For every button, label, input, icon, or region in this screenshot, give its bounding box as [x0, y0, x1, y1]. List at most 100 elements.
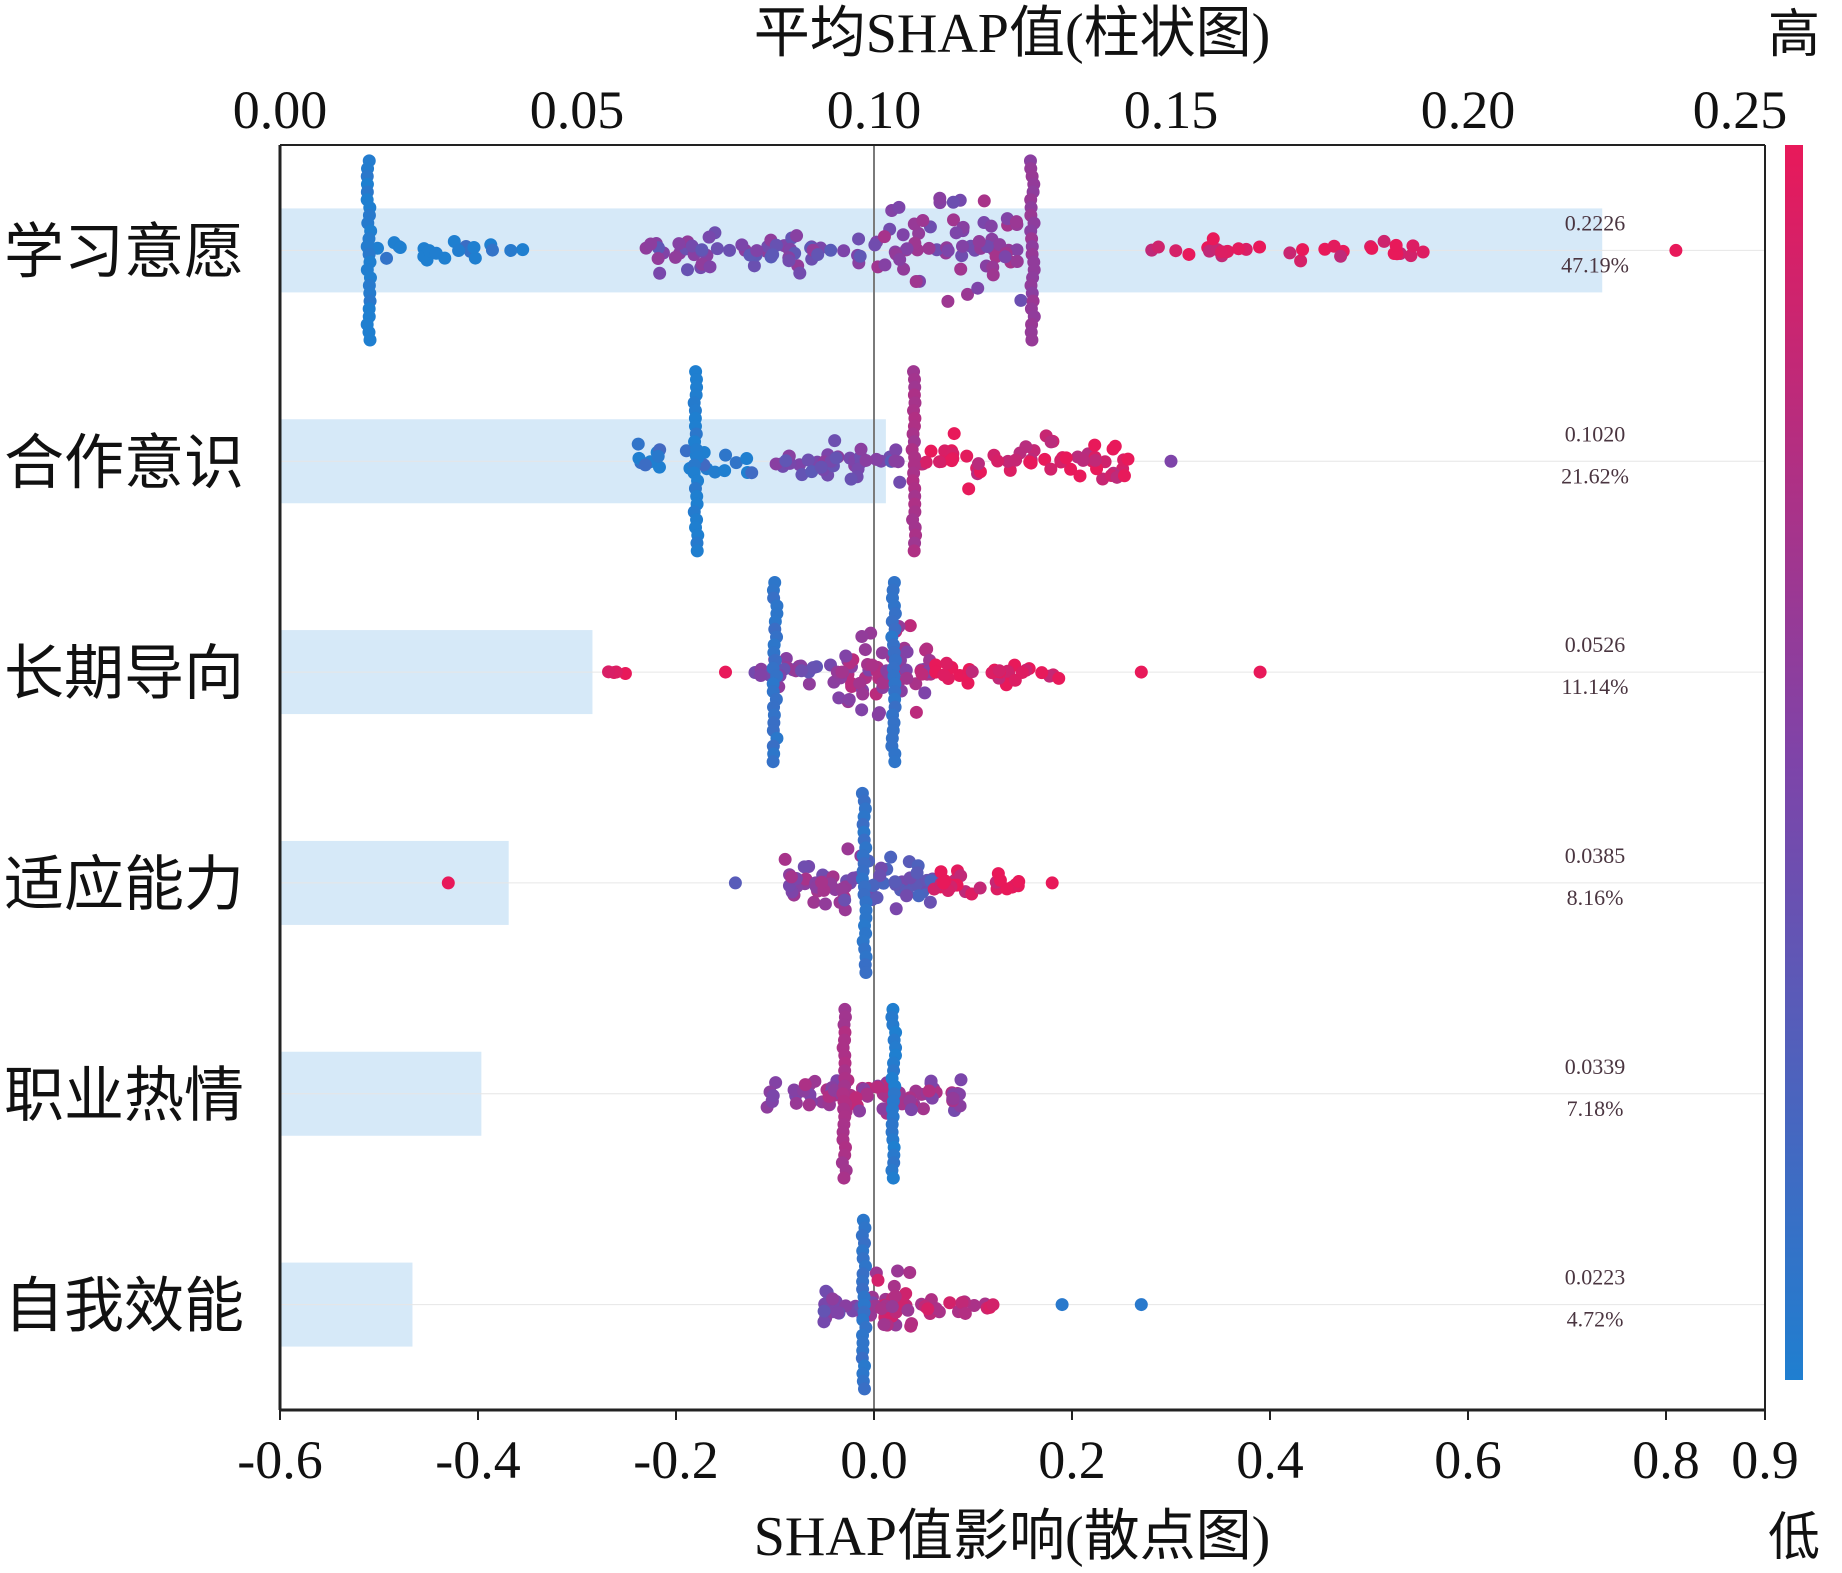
- shap-point: [984, 219, 998, 233]
- shap-point: [467, 240, 481, 254]
- shap-point: [921, 1302, 935, 1316]
- colorbar-low-label: 低: [1768, 1508, 1820, 1568]
- shap-point: [1044, 435, 1058, 449]
- shap-point: [900, 889, 914, 903]
- shap-point: [817, 1304, 831, 1318]
- shap-point: [973, 881, 987, 895]
- shap-point: [818, 897, 832, 911]
- shap-point: [922, 241, 936, 255]
- shap-point: [884, 850, 898, 864]
- shap-point: [782, 254, 796, 268]
- feature-label: 学习意愿: [4, 217, 244, 287]
- shap-point: [958, 1306, 972, 1320]
- shap-point: [961, 287, 975, 301]
- shap-point: [1169, 244, 1183, 258]
- shap-point: [1215, 245, 1229, 259]
- shap-point: [940, 656, 954, 670]
- shap-point: [877, 230, 891, 244]
- bar-value-label: 0.0526: [1565, 632, 1626, 657]
- shap-point: [695, 243, 709, 257]
- shap-point: [893, 475, 907, 489]
- shap-point: [801, 453, 815, 467]
- shap-point: [1365, 241, 1379, 255]
- shap-point: [860, 1087, 874, 1101]
- shap-point: [971, 457, 985, 471]
- shap-point: [668, 250, 682, 264]
- bottom-tick-label: -0.4: [435, 1430, 520, 1490]
- shap-point: [740, 452, 754, 466]
- shap-point: [991, 454, 1005, 468]
- shap-point: [1076, 453, 1090, 467]
- shap-point: [789, 1096, 803, 1110]
- shap-point: [946, 195, 960, 209]
- shap-point: [790, 229, 804, 243]
- shap-point: [955, 239, 969, 253]
- shap-point: [779, 454, 793, 468]
- shap-point: [919, 455, 933, 469]
- shap-point: [903, 619, 917, 633]
- shap-point: [1121, 452, 1135, 466]
- shap-point: [842, 692, 856, 706]
- shap-point: [853, 1104, 867, 1118]
- shap-point: [869, 452, 883, 466]
- shap-point: [708, 465, 722, 479]
- shap-point: [703, 260, 717, 274]
- shap-point: [485, 243, 499, 257]
- colorbar-high-label: 高: [1768, 5, 1820, 65]
- shap-point: [960, 449, 974, 463]
- shap-point: [889, 902, 903, 916]
- shap-point: [941, 244, 955, 258]
- shap-point: [965, 665, 979, 679]
- shap-point: [837, 244, 851, 258]
- shap-point: [718, 464, 732, 478]
- shap-point: [1232, 242, 1246, 256]
- shap-point: [943, 1296, 957, 1310]
- shap-point: [1106, 442, 1120, 456]
- shap-point: [899, 1287, 913, 1301]
- bar-value-label: 0.2226: [1565, 210, 1626, 235]
- shap-point: [802, 1098, 816, 1112]
- shap-point: [784, 870, 798, 884]
- bar-percent-label: 21.62%: [1561, 463, 1629, 488]
- shap-point: [835, 882, 849, 896]
- shap-point: [824, 243, 838, 257]
- shap-point: [888, 1289, 902, 1303]
- shap-point: [933, 455, 947, 469]
- shap-point: [1283, 246, 1297, 260]
- shap-point: [916, 213, 930, 227]
- shap-point: [766, 1089, 780, 1103]
- feature-label: 适应能力: [4, 850, 244, 920]
- shap-point: [750, 244, 764, 258]
- shap-point: [441, 876, 455, 890]
- shap-point: [651, 449, 665, 463]
- shap-point: [828, 434, 842, 448]
- shap-point: [802, 677, 816, 691]
- shap-point: [903, 1266, 917, 1280]
- shap-point: [955, 1296, 969, 1310]
- shap-point: [954, 1073, 968, 1087]
- shap-point: [766, 248, 780, 262]
- top-axis-ticks: 0.00 0.05 0.10 0.15 0.20 0.25: [233, 80, 1788, 140]
- shap-point: [1055, 1298, 1069, 1312]
- shap-point: [839, 649, 853, 663]
- shap-point: [875, 646, 889, 660]
- shap-point: [886, 1171, 900, 1185]
- shap-point: [920, 642, 934, 656]
- shap-point: [1406, 239, 1420, 253]
- shap-point: [1088, 453, 1102, 467]
- shap-point: [933, 191, 947, 205]
- shap-point: [807, 895, 821, 909]
- shap-point: [870, 891, 884, 905]
- colorbar: [1785, 145, 1803, 1380]
- shap-point: [892, 200, 906, 214]
- shap-point: [986, 1298, 1000, 1312]
- shap-point: [989, 250, 1003, 264]
- shap-point: [814, 460, 828, 474]
- shap-point: [998, 250, 1012, 264]
- shap-point: [896, 228, 910, 242]
- shap-point: [1404, 249, 1418, 263]
- shap-point: [829, 451, 843, 465]
- shap-point: [1010, 254, 1024, 268]
- shap-point: [1669, 243, 1683, 257]
- shap-point: [1052, 671, 1066, 685]
